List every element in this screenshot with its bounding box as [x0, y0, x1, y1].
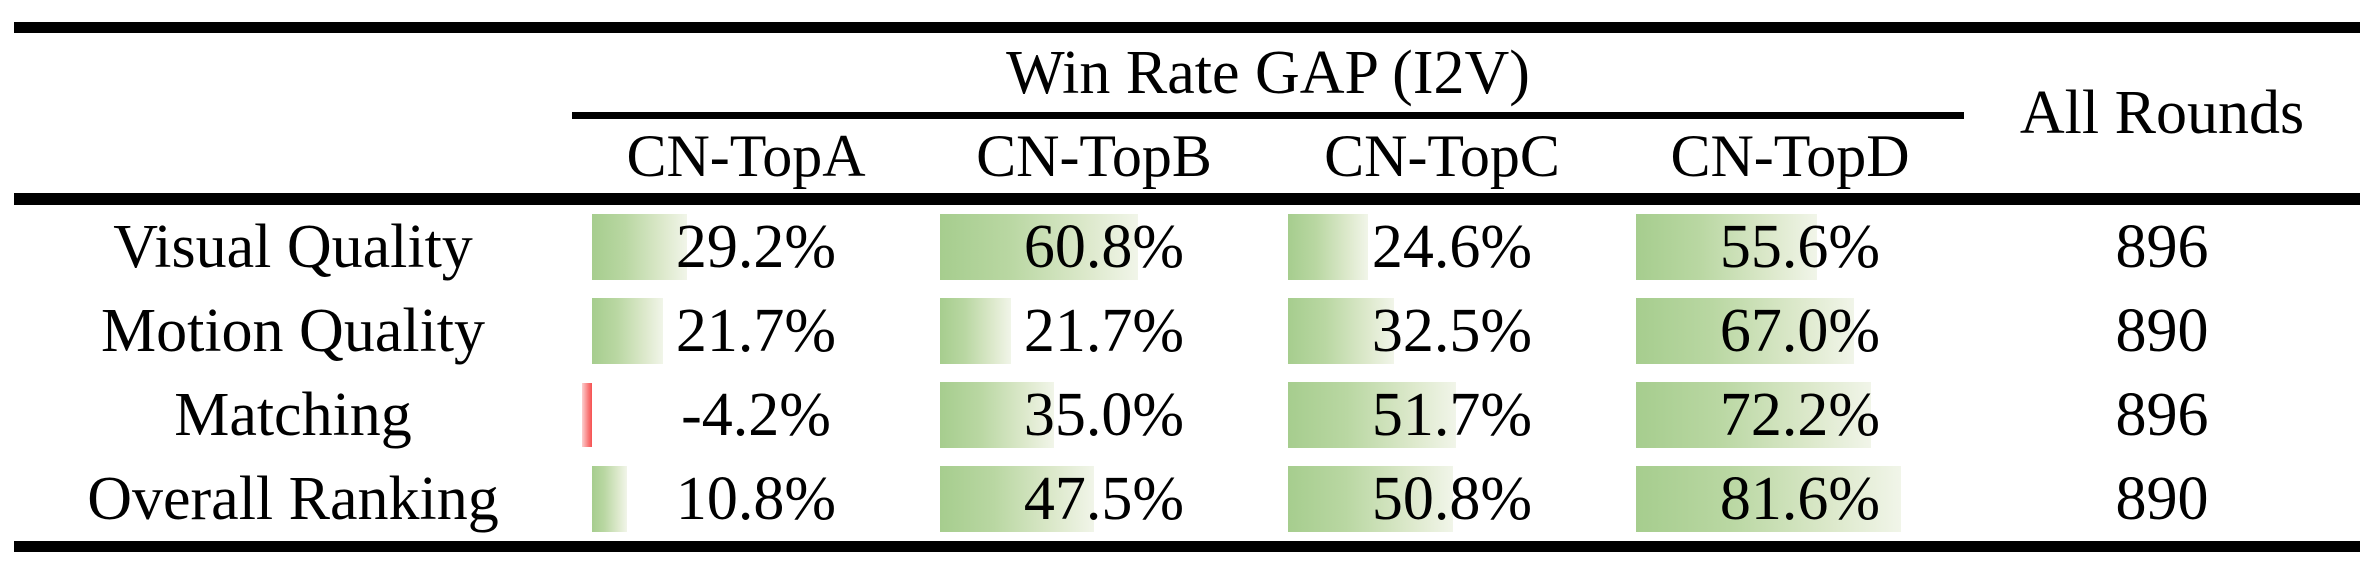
all-rounds-value: 896 — [2115, 213, 2209, 281]
value-cell: 50.8% — [1268, 457, 1616, 541]
cell-value: -4.2% — [681, 381, 831, 449]
cell-value: 81.6% — [1719, 465, 1881, 533]
table-top-rule — [14, 22, 2360, 33]
row-label: Overall Ranking — [87, 465, 499, 533]
column-headers: CN-TopA CN-TopB CN-TopC CN-TopD — [572, 119, 1964, 193]
header-empty-cell — [14, 33, 572, 193]
value-cell: 81.6% — [1616, 457, 1964, 541]
data-bar — [1288, 298, 1394, 364]
all-rounds-value: 896 — [2115, 381, 2209, 449]
cell-value: 51.7% — [1371, 381, 1533, 449]
all-rounds-value: 890 — [2115, 465, 2209, 533]
cell-value: 21.7% — [1023, 297, 1185, 365]
row-label: Motion Quality — [100, 297, 486, 365]
data-bar — [1288, 382, 1456, 448]
cell-value: 21.7% — [675, 297, 837, 365]
column-header-cn-topd: CN-TopD — [1670, 123, 1910, 189]
data-bar — [940, 466, 1094, 532]
results-table: Win Rate GAP (I2V) CN-TopA CN-TopB CN-To… — [14, 22, 2360, 552]
value-cell: 21.7% — [920, 289, 1268, 373]
value-cell: 21.7% — [572, 289, 920, 373]
table-row: Matching -4.2% 35.0% 51.7% 72.2% 896 — [14, 373, 2360, 457]
cell-value: 24.6% — [1371, 213, 1533, 281]
table-header: Win Rate GAP (I2V) CN-TopA CN-TopB CN-To… — [14, 33, 2360, 193]
table-row: Overall Ranking 10.8% 47.5% 50.8% 81.6% … — [14, 457, 2360, 541]
data-bar — [940, 298, 1011, 364]
data-bar — [1636, 298, 1854, 364]
data-bar — [582, 383, 592, 447]
value-cell: 51.7% — [1268, 373, 1616, 457]
table-bottom-rule — [14, 541, 2360, 552]
cell-value: 47.5% — [1023, 465, 1185, 533]
cell-value: 67.0% — [1719, 297, 1881, 365]
header-bottom-rule — [14, 193, 2360, 205]
cell-value: 32.5% — [1371, 297, 1533, 365]
value-cell: 32.5% — [1268, 289, 1616, 373]
data-bar — [592, 298, 663, 364]
value-cell: -4.2% — [572, 373, 920, 457]
value-cell: 72.2% — [1616, 373, 1964, 457]
data-bar — [940, 214, 1138, 280]
column-header-cn-topa: CN-TopA — [626, 123, 866, 189]
cell-value: 72.2% — [1719, 381, 1881, 449]
data-bar — [592, 214, 687, 280]
value-cell: 60.8% — [920, 205, 1268, 289]
value-cell: 29.2% — [572, 205, 920, 289]
cell-value: 10.8% — [675, 465, 837, 533]
data-bar — [1636, 382, 1871, 448]
value-cell: 67.0% — [1616, 289, 1964, 373]
column-header-cn-topc: CN-TopC — [1324, 123, 1560, 189]
cell-value: 60.8% — [1023, 213, 1185, 281]
value-cell: 47.5% — [920, 457, 1268, 541]
data-bar — [940, 382, 1054, 448]
data-bar — [1288, 466, 1453, 532]
table-row: Motion Quality 21.7% 21.7% 32.5% 67.0% 8… — [14, 289, 2360, 373]
data-bar — [1636, 214, 1817, 280]
header-group-rule — [572, 112, 1964, 119]
cell-value: 29.2% — [675, 213, 837, 281]
data-bar — [592, 466, 627, 532]
header-group: Win Rate GAP (I2V) CN-TopA CN-TopB CN-To… — [572, 33, 1964, 193]
value-cell: 24.6% — [1268, 205, 1616, 289]
cell-value: 55.6% — [1719, 213, 1881, 281]
data-bar — [1636, 466, 1901, 532]
all-rounds-value: 890 — [2115, 297, 2209, 365]
row-label: Visual Quality — [113, 213, 473, 281]
value-cell: 55.6% — [1616, 205, 1964, 289]
data-bar — [1288, 214, 1368, 280]
row-label: Matching — [174, 381, 412, 449]
column-header-cn-topb: CN-TopB — [976, 123, 1212, 189]
column-header-all-rounds: All Rounds — [2019, 79, 2305, 147]
value-cell: 35.0% — [920, 373, 1268, 457]
table-title: Win Rate GAP (I2V) — [1006, 38, 1530, 107]
value-cell: 10.8% — [572, 457, 920, 541]
table-row: Visual Quality 29.2% 60.8% 24.6% 55.6% 8… — [14, 205, 2360, 289]
cell-value: 35.0% — [1023, 381, 1185, 449]
cell-value: 50.8% — [1371, 465, 1533, 533]
